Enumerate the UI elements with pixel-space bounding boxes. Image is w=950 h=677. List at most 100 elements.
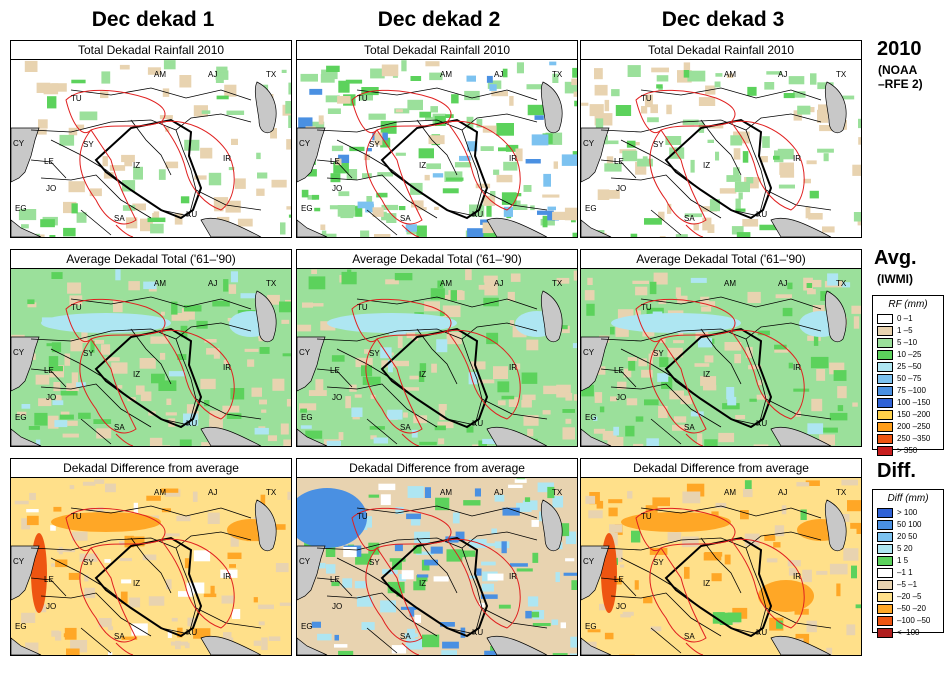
caspian-sea [540,81,563,134]
rain-cell [756,394,768,400]
legend-swatch [877,507,893,518]
legend-swatch [877,349,893,360]
rain-cell [216,95,229,100]
country-label: IR [793,572,801,581]
rain-cell [572,232,577,237]
country-label: KU [186,628,197,637]
rain-cell [280,423,289,435]
basin-outline [160,538,235,629]
rain-cell [527,428,534,437]
caspian-sea [540,290,563,343]
rain-cell [684,213,703,218]
rainfall-legend-title: RF (mm) [888,299,928,310]
rain-cell [431,363,437,373]
rain-cell [734,354,741,364]
rain-cell [608,507,618,517]
rain-cell [105,357,120,362]
rain-cell [395,507,404,514]
rain-cell [594,392,603,403]
country-border [745,547,767,635]
legend-label: 150 –200 [897,410,931,419]
rain-cell [627,357,638,362]
country-label: TX [266,70,277,79]
legend-swatch [877,337,893,348]
country-label: SY [83,349,94,358]
country-label: TU [641,303,652,312]
country-label: CY [299,348,311,357]
rain-cell [424,487,431,498]
rain-cell [79,553,98,562]
rain-cell [397,336,403,349]
rain-cell [547,206,556,211]
rain-cell [610,396,617,402]
anomaly-zone [297,488,367,548]
country-label: SA [114,214,125,223]
legend-label: 1 –5 [897,326,913,335]
rain-cell [251,387,262,397]
country-border [461,129,483,217]
rain-cell [625,425,635,437]
rain-cell [470,361,486,370]
rain-cell [442,305,461,318]
rain-cell [487,573,504,581]
rain-cell [320,224,326,230]
rain-cell [331,145,344,152]
rain-cell [803,178,811,184]
rain-cell [171,301,178,315]
rain-cell [658,211,665,221]
country-label: KU [186,419,197,428]
caspian-sea [254,499,277,552]
rain-cell [521,399,532,408]
rain-cell [822,226,835,233]
country-border [610,383,722,428]
rain-cell [829,412,848,421]
rain-cell [175,640,181,650]
rain-cell [318,115,324,125]
rain-cell [532,552,539,563]
rain-cell [650,104,658,114]
rain-cell [174,213,183,225]
rain-cell [214,205,224,212]
legend-rf-item: > 350 [877,445,939,456]
country-border [650,209,682,236]
rain-cell [17,411,27,416]
rain-cell [543,385,559,395]
red-sea [581,637,612,655]
rain-cell [256,152,261,160]
legend-swatch [877,627,893,638]
rain-cell [403,412,408,418]
rain-cell [401,60,407,72]
country-label: JO [46,602,56,611]
difference-legend: Diff (mm) > 100 50 100 20 50 5 20 1 5 –1 1 –5 … [872,489,944,638]
rain-cell [738,192,743,200]
rain-cell [553,161,558,169]
rain-cell [496,174,513,183]
rain-cell [658,406,668,418]
rain-cell [88,507,95,512]
rain-cell [267,294,280,305]
rain-cell [232,609,241,619]
rain-cell [574,100,577,107]
rain-cell [836,583,841,597]
rain-cell [455,531,465,542]
rain-cell [360,230,370,237]
rain-cell [237,218,253,227]
rain-cell [707,301,716,307]
map-panel: Total Dekadal Rainfall 2010 AM AJ TX TU CY SY I… [10,40,292,238]
map-panel: Dekadal Difference from average AM AJ TX TU C… [580,458,862,656]
rain-cell [79,111,98,121]
rain-cell [572,343,577,349]
rain-cell [338,154,350,163]
rain-cell [413,415,428,424]
rain-cell [632,280,649,284]
rain-cell [354,581,366,589]
legend-label: > 350 [897,446,918,455]
rain-cell [855,604,861,609]
rain-cell [212,300,230,307]
rain-cell [307,195,317,200]
rain-cell [274,524,286,530]
rain-cell [63,201,77,214]
rain-cell [40,219,55,228]
legend-label: 5 20 [897,544,913,553]
persian-gulf [200,426,262,446]
